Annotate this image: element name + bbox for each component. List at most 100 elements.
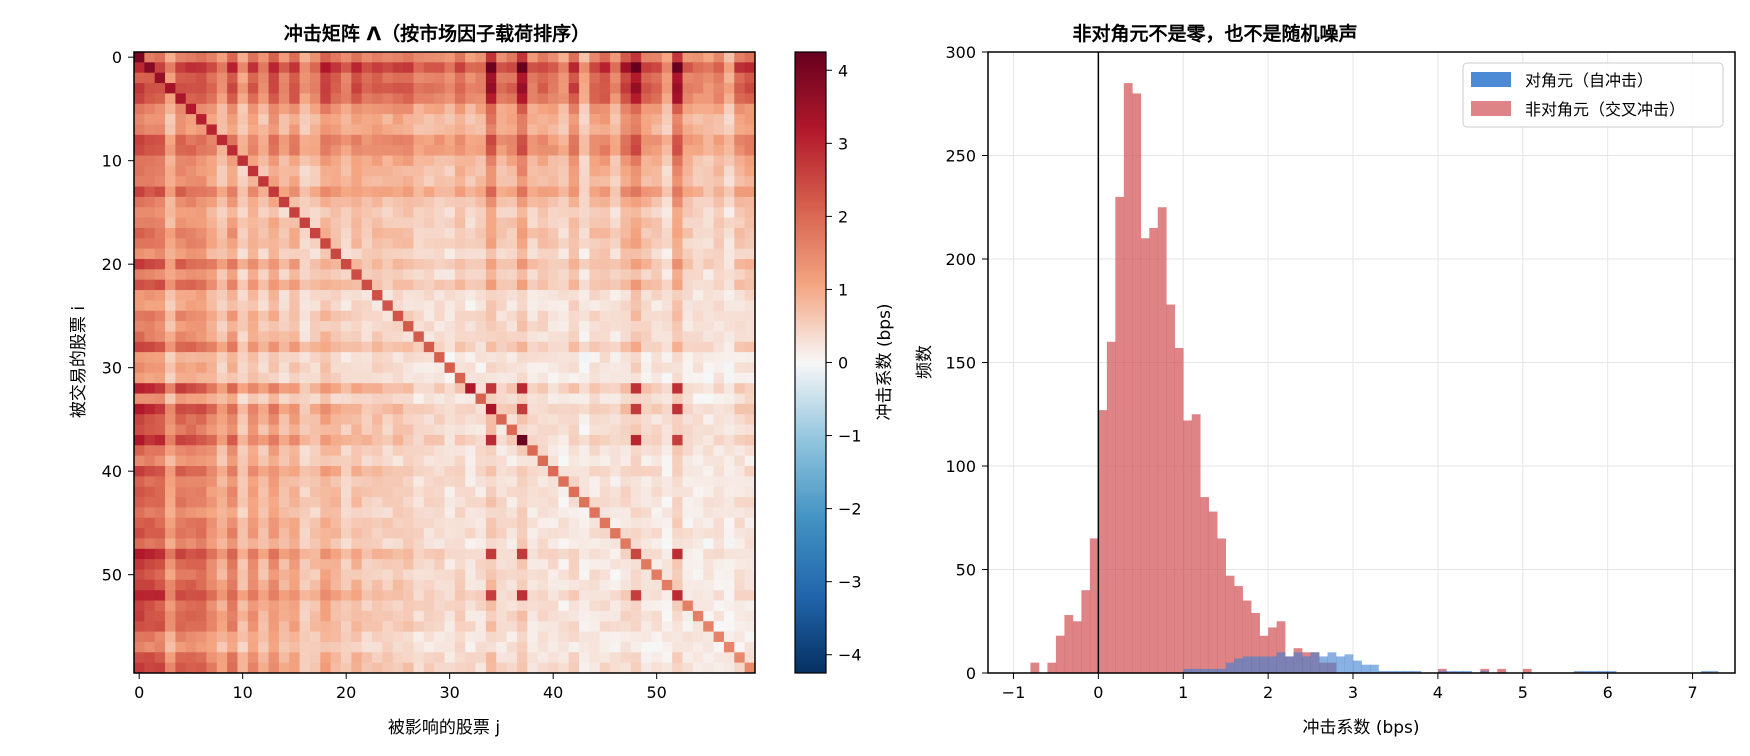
- heatmap-cell: [413, 310, 425, 322]
- heatmap-cell: [516, 279, 528, 291]
- heatmap-cell: [206, 186, 218, 198]
- heatmap-cell: [496, 538, 507, 550]
- heatmap-cell: [723, 134, 735, 146]
- heatmap-cell: [723, 52, 735, 63]
- heatmap-cell: [216, 466, 228, 477]
- heatmap-cell: [361, 62, 373, 74]
- heatmap-cell: [268, 124, 280, 136]
- heatmap-cell: [465, 631, 476, 643]
- heatmap-cell: [599, 331, 611, 343]
- heatmap-cell: [496, 352, 507, 363]
- heatmap-cell: [475, 641, 487, 653]
- heatmap-cell: [330, 83, 342, 94]
- heatmap-cell: [175, 486, 187, 498]
- heatmap-cell: [485, 176, 497, 187]
- heatmap-cell: [651, 372, 663, 384]
- heatmap-cell: [196, 310, 207, 322]
- heatmap-cell: [206, 83, 218, 94]
- heatmap-cell: [247, 641, 259, 653]
- heatmap-cell: [216, 652, 228, 664]
- heatmap-cell: [527, 362, 539, 374]
- heatmap-cell: [672, 538, 683, 550]
- heatmap-cell: [341, 186, 352, 198]
- heatmap-cell: [620, 83, 632, 94]
- heatmap-cell: [496, 207, 507, 218]
- heatmap-cell: [516, 372, 528, 384]
- heatmap-cell: [744, 72, 756, 84]
- heatmap-cell: [175, 455, 187, 467]
- heatmap-cell: [372, 165, 383, 177]
- heatmap-cell: [475, 455, 487, 467]
- heatmap-cell: [744, 186, 756, 198]
- heatmap-cell: [568, 124, 580, 136]
- heatmap-cell: [403, 579, 414, 591]
- heatmap-cell: [278, 155, 290, 167]
- heatmap-cell: [278, 621, 290, 632]
- heatmap-cell: [196, 279, 207, 291]
- heatmap-cell: [672, 455, 683, 467]
- heatmap-cell: [475, 610, 487, 622]
- heatmap-cell: [744, 600, 756, 612]
- heatmap-cell: [227, 631, 238, 643]
- heatmap-cell: [289, 103, 300, 115]
- heatmap-cell: [268, 434, 280, 446]
- offdiag-bar: [1174, 348, 1184, 673]
- heatmap-cell: [278, 83, 290, 94]
- heatmap-cell: [299, 300, 311, 312]
- heatmap-cell: [330, 662, 342, 674]
- heatmap-cell: [216, 114, 228, 125]
- heatmap-cell: [444, 279, 456, 291]
- heatmap-cell: [579, 548, 590, 560]
- diag-bar: [1344, 654, 1354, 673]
- heatmap-cell: [392, 165, 404, 177]
- heatmap-cell: [548, 331, 559, 343]
- heatmap-cell: [330, 362, 342, 374]
- heatmap-cell: [165, 631, 176, 643]
- heatmap-cell: [465, 72, 476, 84]
- heatmap-cell: [444, 165, 456, 177]
- heatmap-cell: [599, 279, 611, 291]
- heatmap-cell: [247, 279, 259, 291]
- heatmap-cell: [341, 62, 352, 74]
- heatmap-cell: [330, 331, 342, 343]
- heatmap-cell: [672, 569, 683, 581]
- heatmap-cell: [610, 538, 621, 550]
- heatmap-cell: [444, 352, 456, 363]
- heatmap-cell: [610, 517, 621, 529]
- heatmap-cell: [599, 466, 611, 477]
- heatmap-cell: [485, 569, 497, 581]
- heatmap-cells: [134, 52, 756, 674]
- heatmap-cell: [527, 466, 539, 477]
- heatmap-cell: [713, 176, 725, 187]
- heatmap-cell: [185, 559, 197, 570]
- heatmap-cell: [589, 455, 601, 467]
- heatmap-cell: [299, 372, 311, 384]
- heatmap-cell: [454, 165, 466, 177]
- heatmap-cell: [641, 124, 652, 136]
- heatmap-cell: [361, 165, 373, 177]
- heatmap-cell: [372, 269, 383, 281]
- heatmap-cell: [723, 424, 735, 436]
- heatmap-cell: [579, 559, 590, 570]
- heatmap-cell: [351, 610, 363, 622]
- heatmap-cell: [299, 72, 311, 84]
- heatmap-cell: [630, 103, 642, 115]
- heatmap-cell: [620, 310, 632, 322]
- heatmap-cell: [330, 196, 342, 208]
- heatmap-cell: [196, 103, 207, 115]
- heatmap-cell: [475, 569, 487, 581]
- heatmap-cell: [382, 176, 394, 187]
- heatmap-cell: [341, 662, 352, 674]
- heatmap-cell: [527, 600, 539, 612]
- heatmap-cell: [144, 176, 156, 187]
- heatmap-cell: [341, 362, 352, 374]
- heatmap-cell: [537, 300, 549, 312]
- heatmap-cell: [434, 559, 445, 570]
- heatmap-cell: [227, 538, 238, 550]
- heatmap-cell: [692, 124, 704, 136]
- heatmap-cell: [434, 445, 445, 457]
- heatmap-cell: [247, 300, 259, 312]
- heatmap-cell: [506, 145, 518, 156]
- heatmap-cell: [403, 414, 414, 425]
